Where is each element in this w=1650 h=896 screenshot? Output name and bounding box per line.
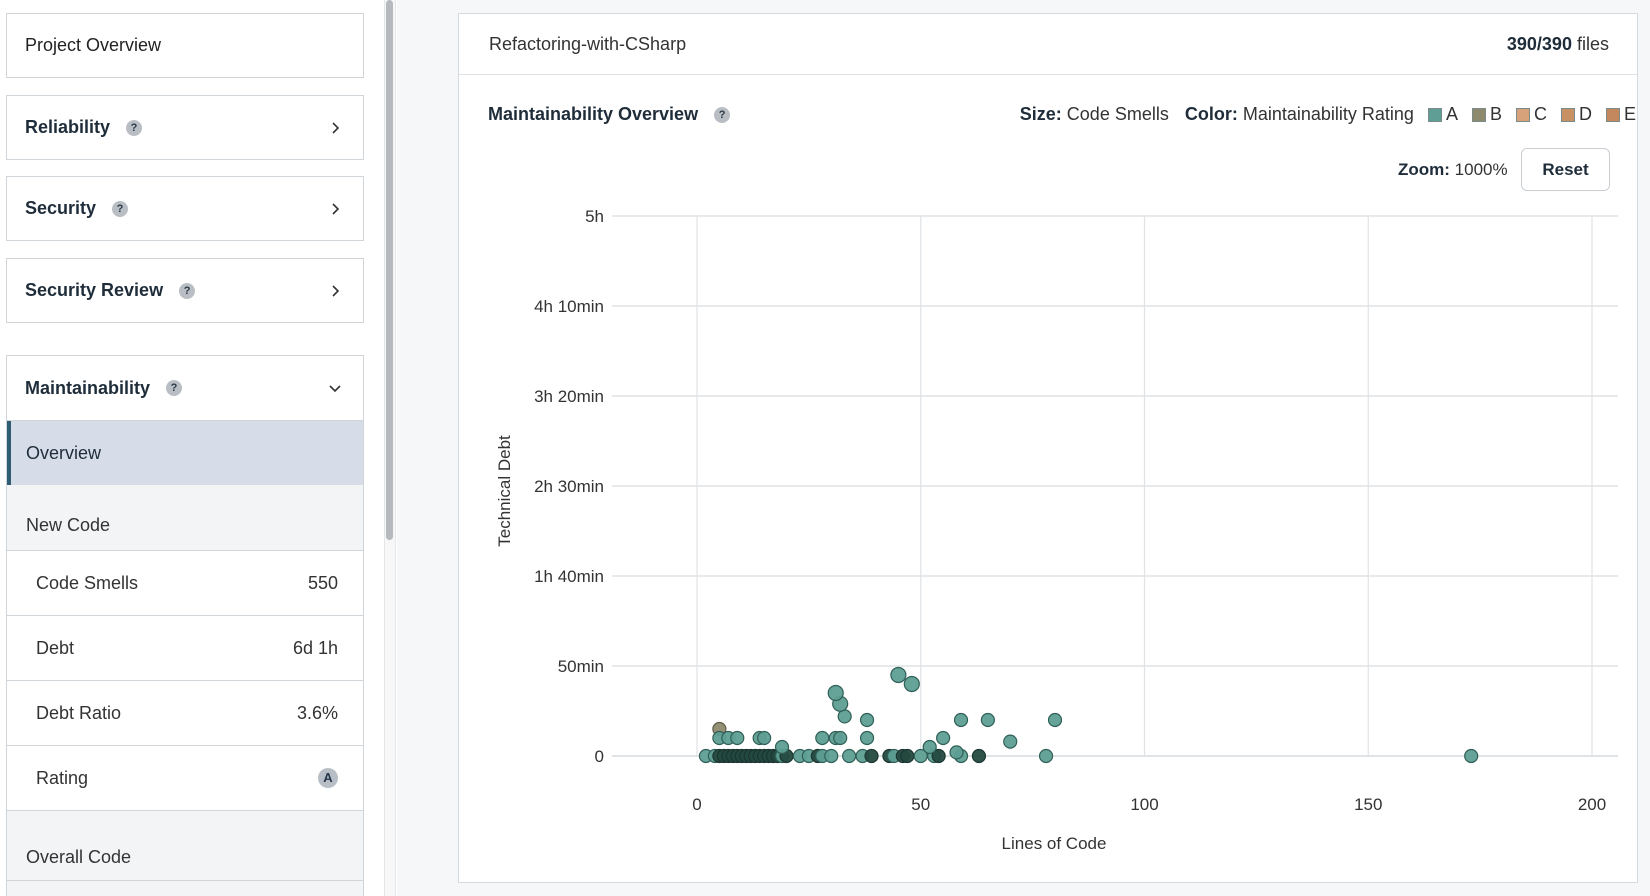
metric-label: Debt Ratio [36,702,122,723]
sidebar-item-security-review[interactable]: Security Review ? [6,258,364,323]
chart-panel: Refactoring-with-CSharp 390/390 files [458,13,1638,883]
help-icon[interactable]: ? [126,119,143,136]
project-name: Refactoring-with-CSharp [489,33,687,54]
metric-row-code-smells[interactable]: Code Smells 550 [7,551,363,616]
sidebar-item-label: Reliability [25,117,111,137]
zoom-label: Zoom: [1398,160,1450,179]
section-label: Overall Code [26,847,132,867]
sidebar-item-label: Project Overview [25,35,162,55]
sidebar-item-reliability[interactable]: Reliability ? [6,95,364,160]
metric-label: Rating [36,767,89,788]
reset-button[interactable]: Reset [1521,148,1610,191]
legend-label-a[interactable]: A [1445,104,1458,124]
help-icon[interactable]: ? [714,106,731,123]
files-count: 390/390 files [1507,34,1609,55]
sidebar-scrollbar-thumb[interactable] [386,0,393,540]
section-label: New Code [26,515,111,535]
maintainability-section: Maintainability ? Overview New Code Code… [6,355,364,896]
metric-value: 550 [307,572,338,593]
chart-title-text: Maintainability Overview [488,104,699,124]
legend-swatch-d[interactable] [1560,107,1575,122]
color-value: Maintainability Rating [1242,104,1414,124]
files-count-suffix: files [1576,33,1609,54]
sidebar-item-label: Overview [26,442,102,463]
size-label: Size: [1019,104,1062,124]
chevron-down-icon [325,378,345,398]
files-count-value: 390/390 [1506,33,1572,54]
zoom-indicator: Zoom: 1000% [1398,160,1508,180]
legend-swatch-a[interactable] [1427,107,1442,122]
metric-row-debt[interactable]: Debt 6d 1h [7,616,363,681]
help-icon[interactable]: ? [166,380,183,396]
zoom-value: 1000% [1454,160,1508,179]
chart-legend: Size: Code Smells Color: Maintainability… [1020,104,1636,125]
chevron-right-icon [325,281,345,301]
overall-code-heading: Overall Code [7,811,363,881]
metric-row-rating[interactable]: Rating A [7,746,363,811]
new-code-heading: New Code [7,485,363,551]
sidebar: Project Overview Reliability ? Security … [0,0,365,896]
legend-label-e[interactable]: E [1623,104,1636,124]
rating-badge: A [318,768,338,788]
sidebar-item-maintainability[interactable]: Maintainability ? [7,356,363,421]
help-icon[interactable]: ? [179,282,196,299]
size-value: Code Smells [1066,104,1169,124]
legend-label-d[interactable]: D [1578,104,1592,124]
legend-label-b[interactable]: B [1489,104,1502,124]
metric-value: 6d 1h [292,637,338,658]
chevron-right-icon [325,199,345,219]
legend-label-c[interactable]: C [1533,104,1547,124]
legend-swatch-c[interactable] [1515,107,1530,122]
sidebar-item-overview[interactable]: Overview [7,421,363,485]
sidebar-item-project-overview[interactable]: Project Overview [6,13,364,78]
metric-row-debt-ratio[interactable]: Debt Ratio 3.6% [7,681,363,746]
help-icon[interactable]: ? [112,200,129,217]
sidebar-item-label: Maintainability [25,377,151,398]
metric-label: Debt [36,637,75,658]
metric-label: Code Smells [36,572,139,593]
legend-swatch-b[interactable] [1471,107,1486,122]
color-label: Color: [1184,104,1238,124]
chevron-right-icon [325,118,345,138]
sidebar-item-label: Security [25,198,97,218]
panel-header: Refactoring-with-CSharp 390/390 files [459,14,1637,75]
sidebar-item-security[interactable]: Security ? [6,176,364,241]
legend-swatch-e[interactable] [1605,107,1620,122]
chart-title: Maintainability Overview ? [488,104,731,125]
metric-value: 3.6% [296,702,338,723]
sidebar-item-label: Security Review [25,280,164,300]
